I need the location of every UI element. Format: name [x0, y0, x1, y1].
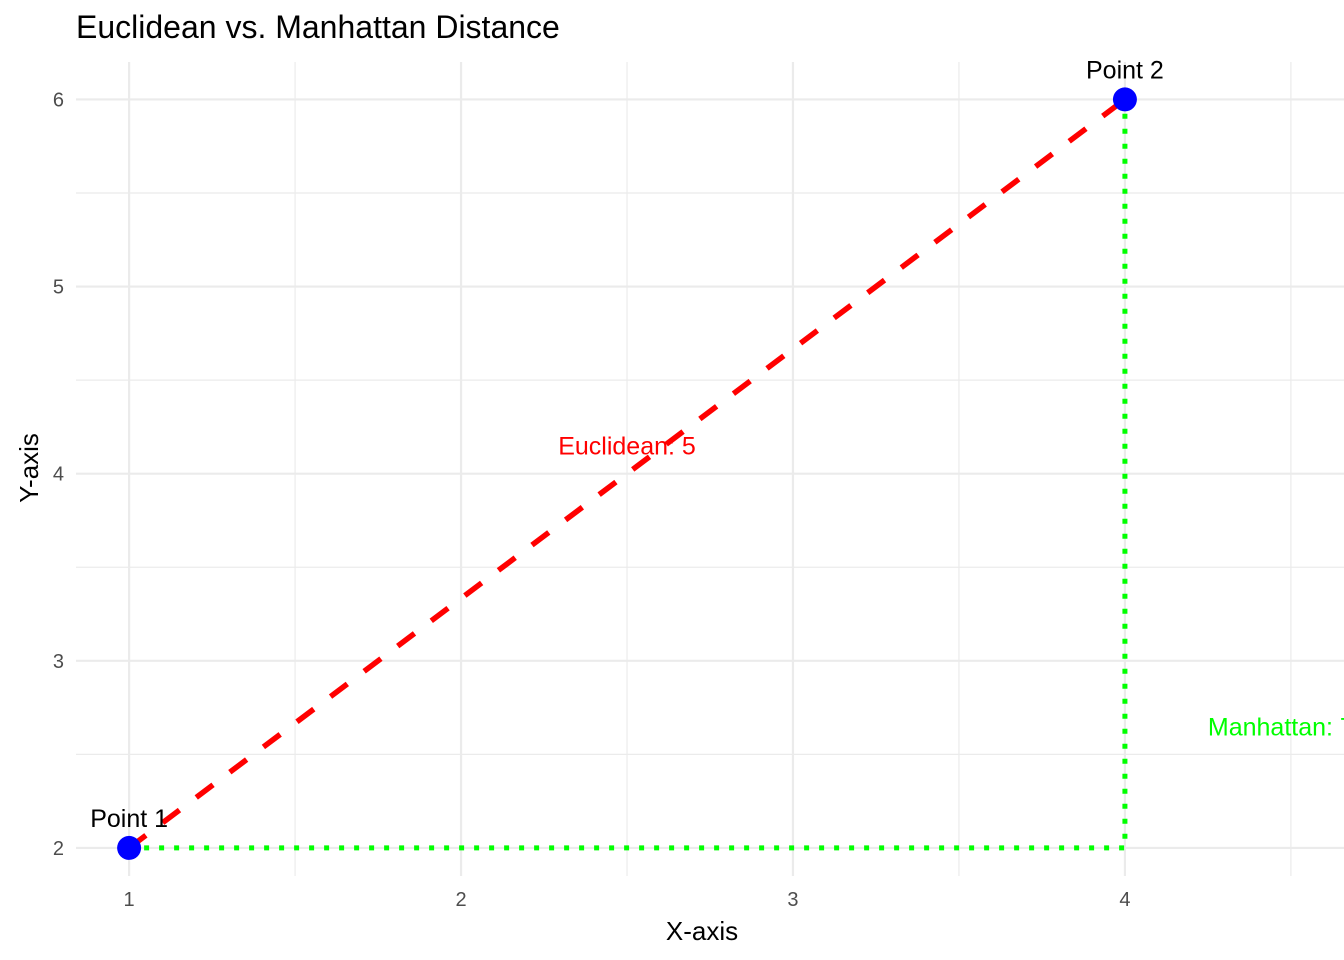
plot-series	[117, 87, 1137, 860]
manhattan-label: Manhattan: 7	[1208, 713, 1344, 741]
point-label-2: Point 2	[1086, 56, 1164, 84]
x-tick-label: 3	[787, 889, 798, 911]
plot-labels: Point 1 Point 2 Euclidean: 5 Manhattan: 7	[90, 56, 1344, 833]
y-tick-label: 3	[53, 651, 64, 673]
x-tick-label: 4	[1119, 889, 1130, 911]
y-axis-title: Y-axis	[14, 433, 44, 503]
chart-title: Euclidean vs. Manhattan Distance	[76, 9, 560, 45]
y-tick-label: 5	[53, 277, 64, 299]
y-tick-label: 6	[53, 89, 64, 111]
euclidean-label: Euclidean: 5	[558, 433, 696, 461]
point-marker-1	[117, 835, 142, 860]
point-label-1: Point 1	[90, 805, 168, 833]
grid-minor-lines	[76, 62, 1344, 876]
x-tick-label: 1	[124, 889, 135, 911]
y-tick-label: 2	[53, 838, 64, 860]
manhattan-path	[129, 99, 1128, 851]
x-tick-label: 2	[455, 889, 466, 911]
grid-major-lines	[76, 62, 1344, 876]
x-axis-title: X-axis	[666, 916, 738, 946]
y-tick-label: 4	[53, 464, 64, 486]
tick-labels: 1 2 3 4 2 3 4 5 6	[53, 89, 1131, 911]
point-marker-2	[1112, 87, 1137, 112]
